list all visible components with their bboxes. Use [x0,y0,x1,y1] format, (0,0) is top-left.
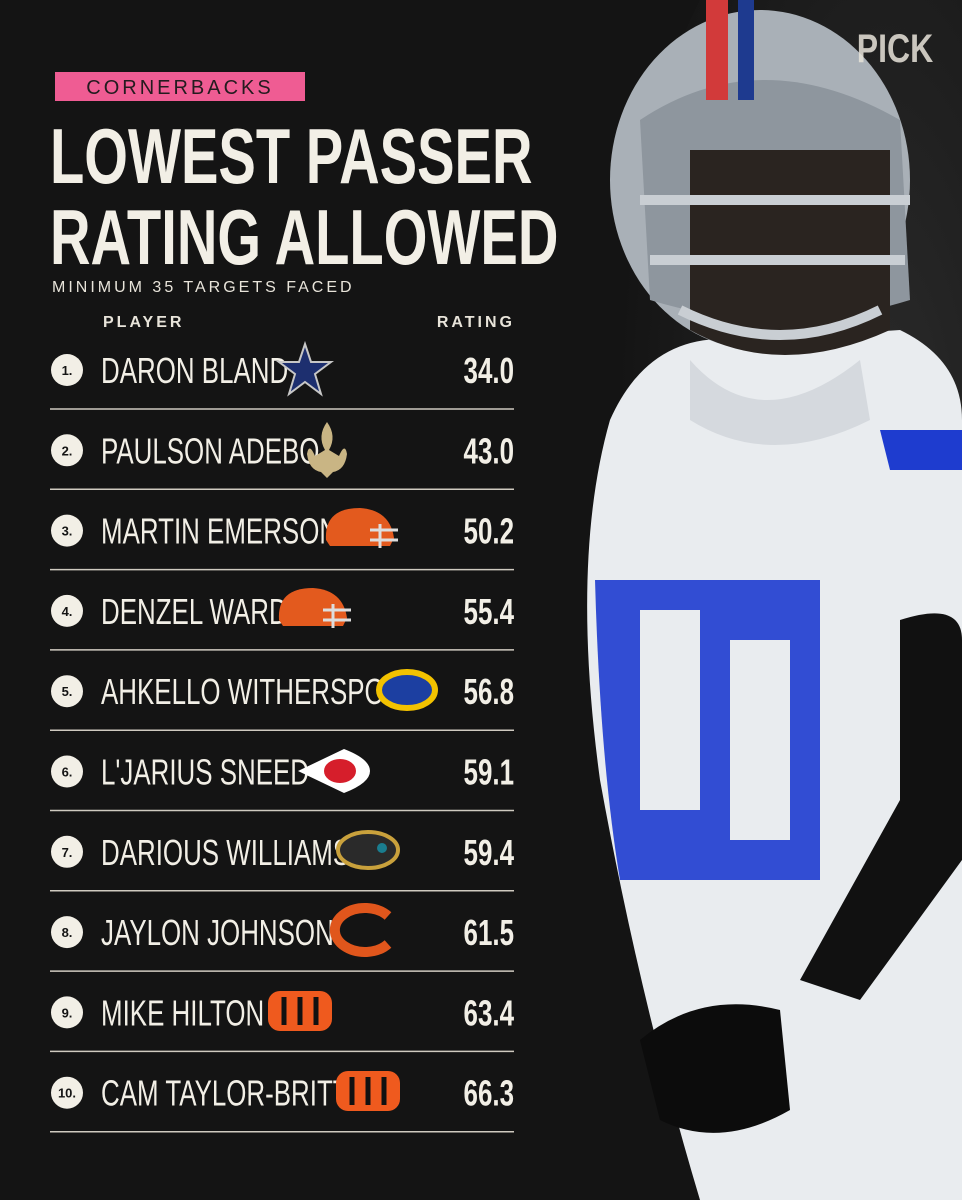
title-line: RATING ALLOWED [50,194,558,281]
rating-wrap: 66.3 [464,1074,514,1114]
table-row: 6. L'JARIUS SNEED 59.1 [50,752,514,812]
table-row: 8. JAYLON JOHNSON 61.5 [50,913,514,972]
player-name: PAULSON ADEBO [101,431,319,471]
rank: 4. [62,604,73,619]
player-wrap: DARON BLAND [101,351,288,391]
player-name: MARTIN EMERSON [101,511,338,551]
rating-wrap: 50.2 [464,511,514,551]
player-wrap: L'JARIUS SNEED [101,752,309,792]
rank: 3. [62,524,73,539]
rating: 63.4 [464,993,515,1033]
player-photo [576,0,962,1200]
player-wrap: AHKELLO WITHERSPOON [101,672,424,712]
player-name: DENZEL WARD [101,592,288,632]
player-wrap: PAULSON ADEBO [101,431,319,471]
ranking-table: 1. DARON BLAND 34.0 2. PAULSON ADEBO 43.0 3. MA… [50,351,515,1133]
rating-wrap: 59.1 [464,752,514,792]
rating-wrap: 34.0 [464,351,514,391]
rank: 2. [62,443,73,458]
rating-wrap: 43.0 [464,431,514,471]
player-name: DARON BLAND [101,351,288,391]
column-header: PLAYER [103,314,184,331]
category-badge [55,72,305,101]
table-row: 4. DENZEL WARD 55.4 [50,592,515,651]
column-header: RATING [437,314,515,331]
player-wrap: CAM TAYLOR-BRITT [101,1074,349,1114]
rank-circle [51,916,83,949]
title-line: LOWEST PASSER [50,113,533,200]
rank-circle [51,996,83,1029]
rating-wrap: 63.4 [464,993,515,1033]
table-row: 7. DARIOUS WILLIAMS 59.4 [50,833,515,892]
rating-wrap: 55.4 [464,592,515,632]
rating: 34.0 [464,351,514,391]
rank-circle [51,594,83,627]
rating: 56.8 [464,672,514,712]
badge-text: CORNERBACKS [86,77,273,99]
rating: 59.1 [464,752,514,792]
player-name: CAM TAYLOR-BRITT [101,1074,349,1114]
player-wrap: DARIOUS WILLIAMS [101,833,350,873]
rating-wrap: 59.4 [464,833,515,873]
player-wrap: MIKE HILTON [101,993,264,1033]
rating: 66.3 [464,1074,514,1114]
table-row: 9. MIKE HILTON 63.4 [50,993,515,1053]
rank-circle [51,434,83,467]
table-row: 3. MARTIN EMERSON 50.2 [50,511,514,571]
player-name: DARIOUS WILLIAMS [101,833,350,873]
rank: 5. [62,684,73,699]
rating: 55.4 [464,592,515,632]
player-name: L'JARIUS SNEED [101,752,309,792]
player-name: MIKE HILTON [101,993,264,1033]
rating: 50.2 [464,511,514,551]
rating: 43.0 [464,431,514,471]
rank: 9. [62,1005,73,1020]
rank-circle [51,514,83,547]
team-logos [268,340,438,1111]
table-row: 5. AHKELLO WITHERSPOON 56.8 [50,672,514,731]
rank: 6. [62,765,73,780]
rating-wrap: 56.8 [464,672,514,712]
rank: 7. [62,845,73,860]
brand-mark: PICK [857,26,933,71]
player-wrap: DENZEL WARD [101,592,288,632]
rank-circle [51,835,83,868]
table-row: 10. CAM TAYLOR-BRITT 66.3 [50,1074,514,1133]
subtitle: MINIMUM 35 TARGETS FACED [52,279,355,296]
player-wrap: JAYLON JOHNSON [101,913,334,953]
table-row: 2. PAULSON ADEBO 43.0 [50,431,514,491]
rating: 59.4 [464,833,515,873]
rank-circle [51,675,83,708]
rank: 1. [62,363,73,378]
rank-circle [51,1076,83,1109]
rating: 61.5 [464,913,514,953]
rating-wrap: 61.5 [464,913,514,953]
rank-circle [51,354,83,386]
table-row: 1. DARON BLAND 34.0 [50,351,514,410]
player-name: JAYLON JOHNSON [101,913,334,953]
rank: 8. [62,925,73,940]
player-wrap: MARTIN EMERSON [101,511,338,551]
rank-circle [51,755,83,788]
player-name: AHKELLO WITHERSPOON [101,672,424,712]
rank: 10. [58,1086,76,1101]
